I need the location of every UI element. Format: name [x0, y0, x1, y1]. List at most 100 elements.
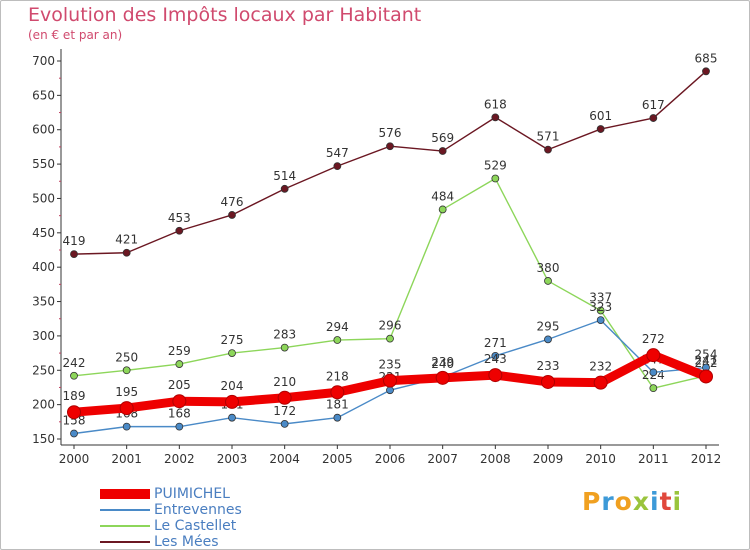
y-tick-label: 600 [32, 123, 55, 137]
data-label-le-castellet: 259 [168, 344, 191, 358]
data-point-les-m-es [544, 145, 552, 154]
x-tick-label: 2011 [638, 452, 669, 466]
logo-letter: P [582, 487, 602, 516]
data-label-puimichel: 241 [695, 353, 718, 367]
data-label-entrevennes: 240 [431, 357, 454, 371]
x-tick-label: 2010 [585, 452, 616, 466]
data-label-le-castellet: 337 [589, 290, 612, 304]
x-tick-label: 2009 [533, 452, 564, 466]
data-label-entrevennes: 254 [695, 348, 718, 362]
data-point-puimichel [277, 390, 292, 405]
y-tick-label: 400 [32, 260, 55, 274]
data-label-les-m-es: 571 [537, 130, 560, 144]
data-point-le-castellet [228, 349, 236, 357]
data-point-le-castellet [280, 343, 289, 352]
data-label-entrevennes: 168 [168, 407, 191, 421]
x-tick-label: 2012 [691, 452, 722, 466]
legend-item-le-castellet: Le Castellet [100, 518, 360, 534]
series-line-les-m-es [73, 70, 707, 255]
data-label-les-m-es: 576 [379, 126, 402, 140]
legend-label-puimichel: PUIMICHEL [154, 486, 230, 502]
data-point-le-castellet [596, 306, 605, 315]
legend-label-les-mees: Les Mées [154, 534, 219, 550]
legend-label-le-castellet: Le Castellet [154, 518, 237, 534]
data-label-entrevennes: 158 [63, 414, 86, 428]
data-label-puimichel: 189 [63, 389, 86, 403]
data-point-le-castellet [544, 277, 552, 285]
data-label-les-m-es: 617 [642, 98, 665, 112]
data-label-le-castellet: 296 [379, 319, 402, 333]
data-point-entrevennes [70, 429, 78, 438]
data-point-les-m-es [649, 114, 658, 122]
logo-letter: o [614, 487, 633, 516]
data-point-le-castellet [491, 174, 500, 183]
data-point-entrevennes [333, 413, 342, 422]
data-label-puimichel: 243 [484, 352, 507, 366]
y-tick-label: 350 [32, 295, 55, 309]
y-tick-label: 300 [32, 329, 55, 343]
data-point-les-m-es [596, 125, 605, 133]
data-label-puimichel: 195 [115, 385, 138, 399]
data-point-puimichel [330, 385, 345, 400]
data-point-les-m-es [280, 184, 289, 193]
x-tick-label: 2008 [480, 452, 511, 466]
data-label-entrevennes: 181 [326, 398, 349, 412]
y-tick-label: 150 [32, 432, 55, 446]
data-point-les-m-es [438, 147, 447, 155]
x-tick-label: 2006 [375, 452, 406, 466]
data-label-le-castellet: 250 [115, 350, 138, 364]
logo-letter: t [659, 487, 673, 516]
data-point-le-castellet [175, 360, 184, 368]
logo-letter: r [601, 487, 615, 516]
data-point-le-castellet [649, 384, 658, 393]
data-point-entrevennes [280, 419, 289, 428]
data-point-puimichel [172, 394, 187, 409]
data-point-les-m-es [70, 250, 78, 259]
data-point-le-castellet [333, 336, 342, 344]
data-point-entrevennes [491, 351, 500, 360]
x-tick-label: 2001 [111, 452, 142, 466]
data-point-puimichel [541, 374, 555, 389]
data-label-puimichel: 239 [431, 355, 454, 369]
data-point-le-castellet [386, 334, 394, 343]
data-label-les-m-es: 476 [221, 195, 244, 209]
data-label-les-m-es: 685 [695, 51, 718, 65]
y-tick-label: 550 [32, 157, 55, 171]
data-point-le-castellet [70, 371, 78, 380]
legend: PUIMICHEL Entrevennes Le Castellet Les M… [100, 486, 360, 550]
chart-subtitle: (en € et par an) [28, 28, 123, 42]
y-tick-label: 450 [32, 226, 55, 240]
x-tick-label: 2002 [164, 452, 195, 466]
data-label-les-m-es: 421 [115, 233, 138, 247]
data-point-les-m-es [491, 113, 500, 122]
data-point-puimichel [435, 370, 450, 385]
data-point-entrevennes [175, 422, 184, 431]
logo-letter: i [650, 487, 660, 516]
data-point-entrevennes [649, 368, 658, 377]
data-label-le-castellet: 529 [484, 159, 507, 173]
data-label-puimichel: 205 [168, 378, 191, 392]
data-label-les-m-es: 601 [589, 109, 612, 123]
data-point-entrevennes [228, 413, 236, 422]
data-point-puimichel [593, 375, 608, 390]
data-point-puimichel [646, 348, 661, 363]
data-point-les-m-es [386, 142, 394, 151]
y-tick-label: 700 [32, 54, 55, 68]
data-label-le-castellet: 242 [63, 356, 86, 370]
data-point-entrevennes [544, 335, 552, 344]
data-label-puimichel: 232 [589, 360, 612, 374]
data-point-les-m-es [175, 226, 184, 235]
y-tick-label: 500 [32, 191, 55, 205]
data-point-le-castellet [122, 366, 131, 375]
data-label-puimichel: 272 [642, 332, 665, 346]
x-tick-label: 2007 [427, 452, 458, 466]
y-tick-label: 650 [32, 88, 55, 102]
y-tick-label: 200 [32, 398, 55, 412]
data-point-entrevennes [386, 386, 394, 395]
legend-item-entrevennes: Entrevennes [100, 502, 360, 518]
data-label-le-castellet: 283 [273, 328, 296, 342]
data-label-entrevennes: 295 [537, 319, 560, 333]
data-label-le-castellet: 242 [695, 356, 718, 370]
